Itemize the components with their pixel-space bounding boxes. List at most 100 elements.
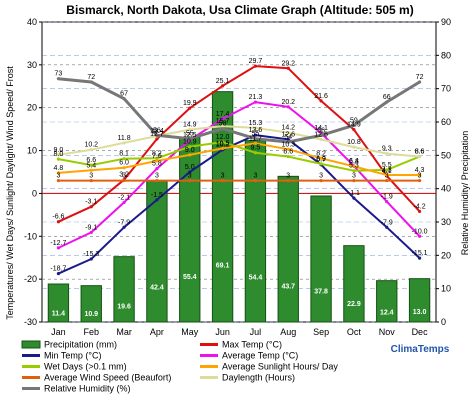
series-point: [253, 64, 258, 68]
x-tick-label: Jun: [215, 327, 230, 337]
right-axis-label: Relative Humidity/ Precipitation: [460, 131, 470, 256]
series-point: [385, 100, 389, 104]
left-axis-label: Temperatures/ Wet Days/ Sunlight/ Daylig…: [5, 66, 15, 320]
series-point: [155, 198, 159, 202]
series-point: [352, 123, 356, 127]
precipitation-bar: [80, 285, 102, 323]
x-tick-label: Mar: [116, 327, 132, 337]
series-data-label: -15.1: [412, 250, 428, 257]
precipitation-bar: [277, 175, 299, 323]
left-tick-label: 40: [27, 17, 37, 27]
x-tick-label: Aug: [280, 327, 296, 337]
series-data-label: 14.1: [314, 125, 328, 132]
series-data-label: 13.4: [150, 128, 164, 135]
series-data-label: -1.1: [348, 190, 360, 197]
left-tick-label: 30: [27, 60, 37, 70]
series-data-label: 56: [153, 127, 161, 134]
series-data-label: 6.7: [316, 157, 326, 164]
series-point: [417, 209, 422, 214]
legend-label: Daylength (Hours): [222, 373, 295, 383]
series-data-label: -1.9: [381, 194, 393, 201]
chart-title: Bismarck, North Dakota, Usa Climate Grap…: [66, 3, 413, 17]
series-point: [286, 178, 290, 183]
series-point: [253, 100, 258, 104]
series-data-label: 4.3: [415, 167, 425, 174]
series-data-label: -1.5: [151, 192, 163, 199]
left-tick-label: 0: [32, 188, 37, 198]
series-point: [417, 154, 422, 159]
left-tick-label: -20: [24, 274, 37, 284]
series-data-label: 25.1: [216, 78, 230, 85]
series-point: [385, 173, 389, 177]
series-point: [286, 137, 290, 142]
series-data-label: -7.9: [118, 219, 130, 226]
series-data-label: 8.1: [119, 151, 129, 158]
series-point: [253, 141, 258, 145]
series-data-label: 15.3: [249, 120, 263, 127]
series-data-label: 6.0: [119, 160, 129, 167]
series-data-label: -3.1: [85, 199, 97, 206]
series-data-label: 5.0: [185, 164, 195, 171]
series-data-label: 10.2: [84, 142, 98, 149]
series-data-label: 8.6: [283, 149, 293, 156]
x-tick-label: Feb: [83, 327, 99, 337]
precipitation-bar-label: 54.4: [249, 275, 263, 282]
series-data-label: 20.2: [281, 99, 295, 106]
legend-label: Relative Humidity (%): [44, 384, 131, 394]
series-point: [188, 137, 192, 141]
series-point: [188, 178, 192, 183]
series-point: [253, 178, 258, 183]
series-data-label: 5.5: [382, 162, 392, 169]
precipitation-bar: [113, 256, 135, 323]
series-point: [122, 225, 126, 229]
series-data-label: 9.3: [382, 146, 392, 153]
series-point: [89, 168, 93, 172]
series-data-label: 4.8: [54, 165, 64, 172]
x-tick-label: Nov: [379, 327, 396, 337]
x-tick-label: Jul: [250, 327, 262, 337]
series-data-label: 3: [122, 173, 126, 180]
series-data-label: 5.8: [152, 161, 162, 168]
legend-label: Average Sunlight Hours/ Day: [222, 362, 338, 372]
brand-label: ClimaTemps: [391, 344, 450, 355]
series-data-label: 10.8: [347, 139, 361, 146]
series-point: [253, 137, 258, 141]
series-data-label: 3: [385, 173, 389, 180]
series-point: [155, 156, 159, 160]
series-data-label: 13.6: [249, 127, 263, 134]
x-tick-label: Oct: [347, 327, 362, 337]
series-data-label: 12.6: [281, 131, 295, 138]
series-point: [286, 105, 290, 109]
series-line: [57, 101, 421, 249]
series-data-label: 10.5: [216, 140, 230, 147]
series-point: [155, 137, 159, 141]
series-data-label: -4.2: [414, 203, 426, 210]
series-point: [56, 157, 61, 161]
series-point: [253, 126, 258, 130]
legend-label: Min Temp (°C): [44, 351, 101, 361]
precipitation-bar-label: 13.0: [413, 309, 427, 316]
series-data-label: 8.6: [415, 149, 425, 156]
series-data-label: 21.6: [314, 93, 328, 100]
series-data-label: 3.2: [119, 172, 129, 179]
precipitation-bar-label: 22.9: [347, 301, 361, 308]
series-point: [188, 127, 192, 132]
series-point: [352, 196, 356, 200]
series-data-label: 3: [253, 173, 257, 180]
series-data-label: 10.2: [216, 142, 230, 149]
series-data-label: 56: [317, 127, 325, 134]
series-point: [220, 124, 225, 128]
series-data-label: 72: [87, 74, 95, 81]
series-data-label: 9.0: [54, 147, 64, 154]
series-data-label: 67: [120, 91, 128, 98]
series-point: [188, 106, 192, 110]
series-point: [122, 166, 126, 170]
series-data-label: 4.3: [382, 167, 392, 174]
series-point: [56, 153, 61, 157]
series-point: [286, 130, 290, 135]
legend-swatch: [21, 340, 41, 349]
series-point: [220, 140, 225, 144]
series-data-label: 17.4: [216, 111, 230, 118]
right-tick-label: 10: [441, 284, 451, 294]
left-tick-label: 10: [27, 146, 37, 156]
